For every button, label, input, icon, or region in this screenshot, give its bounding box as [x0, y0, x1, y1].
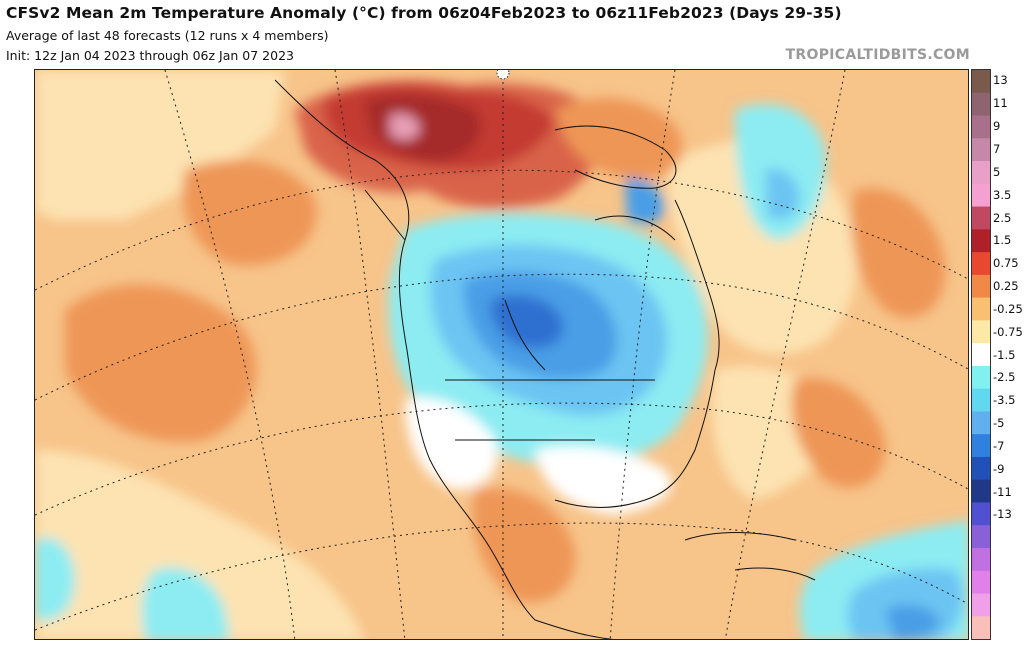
coastlines [274, 79, 816, 639]
colorbar-swatch [972, 593, 990, 617]
colorbar-swatch [972, 206, 990, 230]
colorbar-swatch [972, 138, 990, 162]
colorbar-tick-label: -0.75 [993, 324, 1023, 339]
brand-watermark: TROPICALTIDBITS.COM [785, 47, 970, 63]
colorbar-tick-label: 9 [993, 119, 1001, 134]
colorbar-tick-label: 1.5 [993, 233, 1012, 248]
colorbar-swatch [972, 161, 990, 185]
colorbar-tick-label: -2.5 [993, 370, 1016, 385]
colorbar-tick-label: -11 [993, 484, 1012, 499]
colorbar-swatch [972, 570, 990, 594]
colorbar-swatch [972, 525, 990, 549]
colorbar-swatch [972, 297, 990, 321]
colorbar-swatches [972, 70, 990, 639]
colorbar-tick-label: -5 [993, 416, 1005, 430]
colorbar-swatch [972, 183, 990, 208]
colorbar-tick-label: -7 [993, 438, 1005, 453]
colorbar-swatch [972, 229, 990, 253]
colorbar-swatch [972, 320, 990, 344]
colorbar-tick-label: -1.5 [993, 347, 1016, 362]
colorbar-tick-label: 11 [993, 96, 1008, 111]
anomaly-shading [35, 70, 968, 639]
temperature-anomaly-map [34, 69, 969, 640]
colorbar-tick-label: 3.5 [993, 187, 1012, 202]
colorbar-swatch [972, 456, 990, 481]
colorbar-swatch [972, 252, 990, 276]
colorbar-swatch [972, 92, 990, 117]
colorbar-swatch [972, 388, 990, 412]
colorbar-tick-label: -13 [993, 507, 1012, 522]
north-pole-marker [496, 70, 510, 80]
colorbar-swatch [972, 411, 990, 435]
colorbar-tick-label: 13 [993, 73, 1008, 88]
colorbar-swatch [972, 479, 990, 503]
colorbar [971, 69, 991, 640]
colorbar-swatch [972, 547, 990, 572]
colorbar-swatch [972, 365, 990, 390]
chart-subtitle: Average of last 48 forecasts (12 runs x … [6, 28, 329, 43]
colorbar-tick-label: 2.5 [993, 210, 1012, 225]
colorbar-tick-label: -9 [993, 461, 1005, 476]
colorbar-swatch [972, 274, 990, 299]
colorbar-tick-label: 5 [993, 164, 1001, 179]
colorbar-swatch [972, 343, 990, 367]
colorbar-tick-label: 0.25 [993, 279, 1019, 293]
colorbar-swatch [972, 115, 990, 139]
colorbar-swatch [972, 616, 990, 639]
colorbar-tick-label: -0.25 [993, 301, 1023, 316]
map-svg [35, 70, 968, 639]
colorbar-swatch [972, 502, 990, 526]
init-time-label: Init: 12z Jan 04 2023 through 06z Jan 07… [6, 48, 294, 63]
chart-title: CFSv2 Mean 2m Temperature Anomaly (°C) f… [6, 4, 842, 22]
colorbar-tick-label: -3.5 [993, 393, 1016, 408]
colorbar-swatch [972, 70, 990, 94]
colorbar-swatch [972, 434, 990, 458]
colorbar-tick-label: 0.75 [993, 256, 1019, 271]
graticule [35, 70, 968, 639]
colorbar-tick-label: 7 [993, 141, 1001, 156]
